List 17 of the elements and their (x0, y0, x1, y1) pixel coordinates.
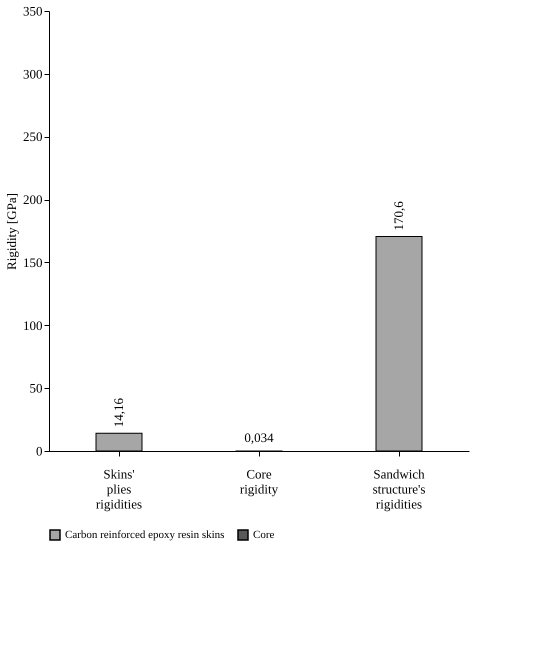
y-tick-label: 0 (36, 444, 42, 458)
data-label: 170,6 (391, 200, 406, 231)
y-tick-label: 100 (23, 318, 42, 333)
y-tick-label: 50 (30, 380, 42, 396)
x-tick-label: Skins' plies rigidities (96, 466, 142, 512)
x-tick-label: Sandwich structure's rigidities (372, 466, 426, 512)
data-label: 14,16 (111, 397, 126, 428)
legend-label: Core (253, 529, 274, 541)
y-tick-label: 350 (23, 4, 42, 18)
x-tick-label: Core rigidity (240, 466, 279, 496)
y-tick-label: 250 (23, 129, 42, 144)
y-tick-label: 150 (23, 254, 42, 270)
y-tick-label: 300 (23, 66, 42, 82)
data-label: 0,034 (244, 430, 274, 445)
legend-label: Carbon reinforced epoxy resin skins (65, 529, 224, 541)
y-tick-label: 200 (23, 192, 42, 208)
y-axis-title: Rigidity [GPa] (4, 193, 19, 270)
